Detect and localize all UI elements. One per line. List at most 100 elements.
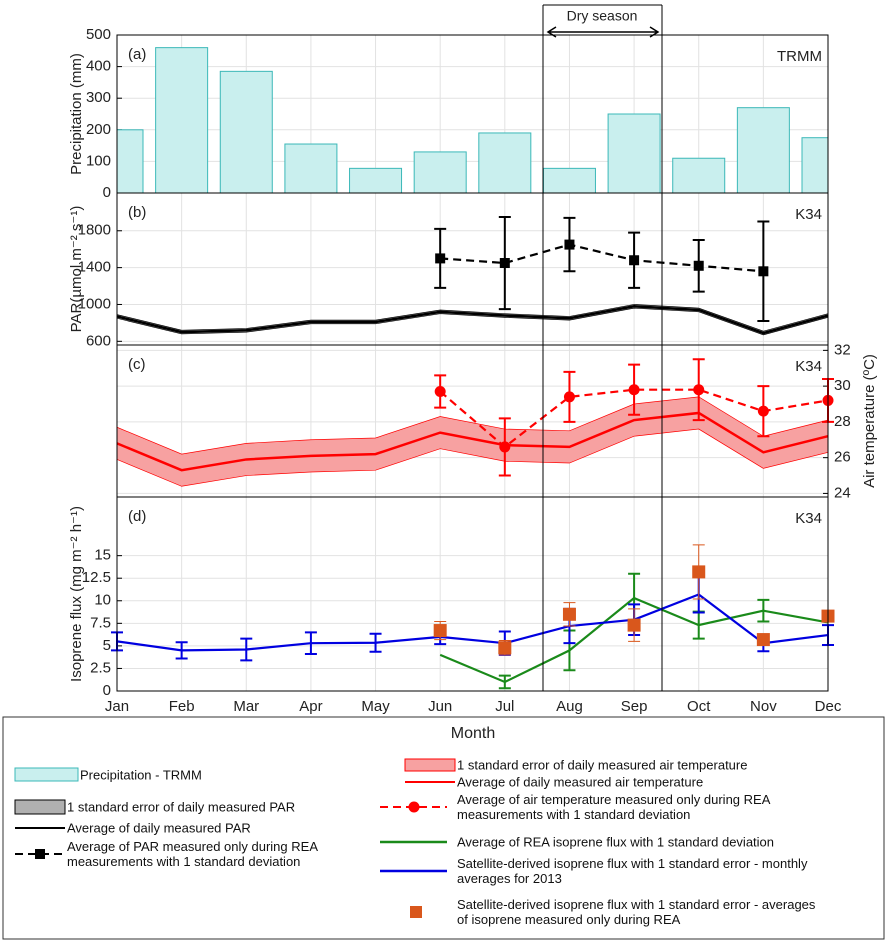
dry-season-arrow — [546, 26, 660, 38]
y-tick-label: 24 — [834, 484, 851, 501]
y-tick-label: 7.5 — [90, 614, 111, 631]
x-axis-label: Month — [451, 725, 495, 742]
y-tick-label: 200 — [86, 121, 111, 138]
y-tick-label: 10 — [94, 592, 111, 609]
y-tick-label: 0 — [103, 682, 111, 699]
legend-label: 1 standard error of daily measured air t… — [457, 757, 748, 773]
marker — [627, 618, 641, 632]
y-tick-label: 30 — [834, 377, 851, 394]
y-tick-label: 1800 — [78, 222, 111, 239]
y-tick-label: 12.5 — [82, 569, 111, 586]
marker — [498, 641, 512, 655]
y-tick-label: 2.5 — [90, 659, 111, 676]
legend-label: Average of air temperature measured only… — [457, 792, 770, 822]
x-tick-label: Feb — [169, 698, 195, 715]
error-bar — [240, 637, 253, 662]
x-tick-label: Jan — [105, 698, 129, 715]
y-tick-label: 26 — [834, 449, 851, 466]
marker — [628, 384, 640, 396]
bars — [117, 47, 828, 193]
marker — [499, 441, 511, 453]
bar — [117, 129, 144, 193]
legend-key — [14, 799, 66, 815]
bar — [413, 151, 467, 193]
bar — [478, 132, 532, 193]
bar — [736, 107, 790, 193]
y-tick-label: 32 — [834, 341, 851, 358]
legend-key — [35, 849, 45, 859]
marker — [629, 255, 640, 266]
y-axis-label: PAR(µmol m⁻² s⁻¹) — [68, 206, 85, 333]
y-tick-label: 28 — [834, 413, 851, 430]
series-line — [116, 411, 829, 472]
legend-box — [2, 716, 885, 940]
bar — [672, 157, 726, 193]
bar — [607, 113, 661, 193]
y-tick-label: 15 — [94, 547, 111, 564]
legend-label: Average of PAR measured only during REA … — [67, 839, 318, 869]
series-line — [440, 243, 764, 273]
marker — [434, 385, 446, 397]
panel-label: (c) — [128, 356, 146, 373]
error-bar — [498, 674, 511, 690]
panel-tag: TRMM — [777, 48, 822, 65]
error-bar — [757, 598, 770, 623]
marker — [757, 405, 769, 417]
legend-label: Average of daily measured PAR — [67, 820, 251, 836]
legend-label: Satellite-derived isoprene flux with 1 s… — [457, 856, 808, 886]
marker — [564, 239, 575, 250]
legend-key — [410, 906, 422, 918]
x-tick-label: Mar — [233, 698, 259, 715]
y-tick-label: 5 — [103, 637, 111, 654]
marker — [693, 260, 704, 271]
y-tick-label: 1000 — [78, 295, 111, 312]
bar — [349, 167, 403, 193]
marker — [499, 258, 510, 269]
x-tick-label: May — [361, 698, 390, 715]
legend-label: Average of REA isoprene flux with 1 stan… — [457, 834, 775, 850]
x-tick-label: Aug — [556, 698, 583, 715]
bar — [284, 143, 338, 193]
panel-label: (b) — [128, 204, 146, 221]
y-tick-label: 400 — [86, 58, 111, 75]
panel-tag: K34 — [795, 358, 822, 375]
panel-label: (d) — [128, 508, 146, 525]
legend-key — [404, 758, 456, 772]
bar — [155, 47, 209, 193]
panel-label: (a) — [128, 46, 146, 63]
marker — [563, 391, 575, 403]
marker — [435, 253, 446, 264]
y-tick-label: 600 — [86, 332, 111, 349]
plot-frame — [116, 496, 829, 692]
legend-key — [14, 767, 79, 782]
panel-tag: K34 — [795, 206, 822, 223]
x-tick-label: Nov — [750, 698, 777, 715]
y-tick-label: 1400 — [78, 259, 111, 276]
y-axis-label: Air temperature (ºC) — [861, 354, 878, 488]
marker — [758, 266, 769, 277]
x-tick-label: Apr — [299, 698, 322, 715]
plot-frame — [116, 192, 829, 346]
panel-tag: K34 — [795, 510, 822, 527]
x-tick-label: Jul — [495, 698, 514, 715]
error-band — [116, 396, 829, 487]
legend-key — [408, 801, 420, 813]
y-axis-label: Isoprene flux (mg m⁻² h⁻¹) — [68, 506, 85, 682]
x-tick-label: Dec — [815, 698, 842, 715]
dry-season-label: Dry season — [567, 8, 638, 24]
series-line — [116, 305, 829, 335]
legend-label: Precipitation - TRMM — [80, 767, 202, 783]
y-axis-label: Precipitation (mm) — [68, 53, 85, 175]
x-tick-label: Sep — [621, 698, 648, 715]
series-line — [116, 593, 829, 652]
marker — [562, 607, 576, 621]
marker — [433, 624, 447, 638]
error-bar — [304, 631, 317, 656]
legend-label: Satellite-derived isoprene flux with 1 s… — [457, 897, 816, 927]
bar — [801, 137, 828, 193]
y-tick-label: 500 — [86, 26, 111, 43]
bar — [219, 70, 273, 193]
marker — [692, 565, 706, 579]
